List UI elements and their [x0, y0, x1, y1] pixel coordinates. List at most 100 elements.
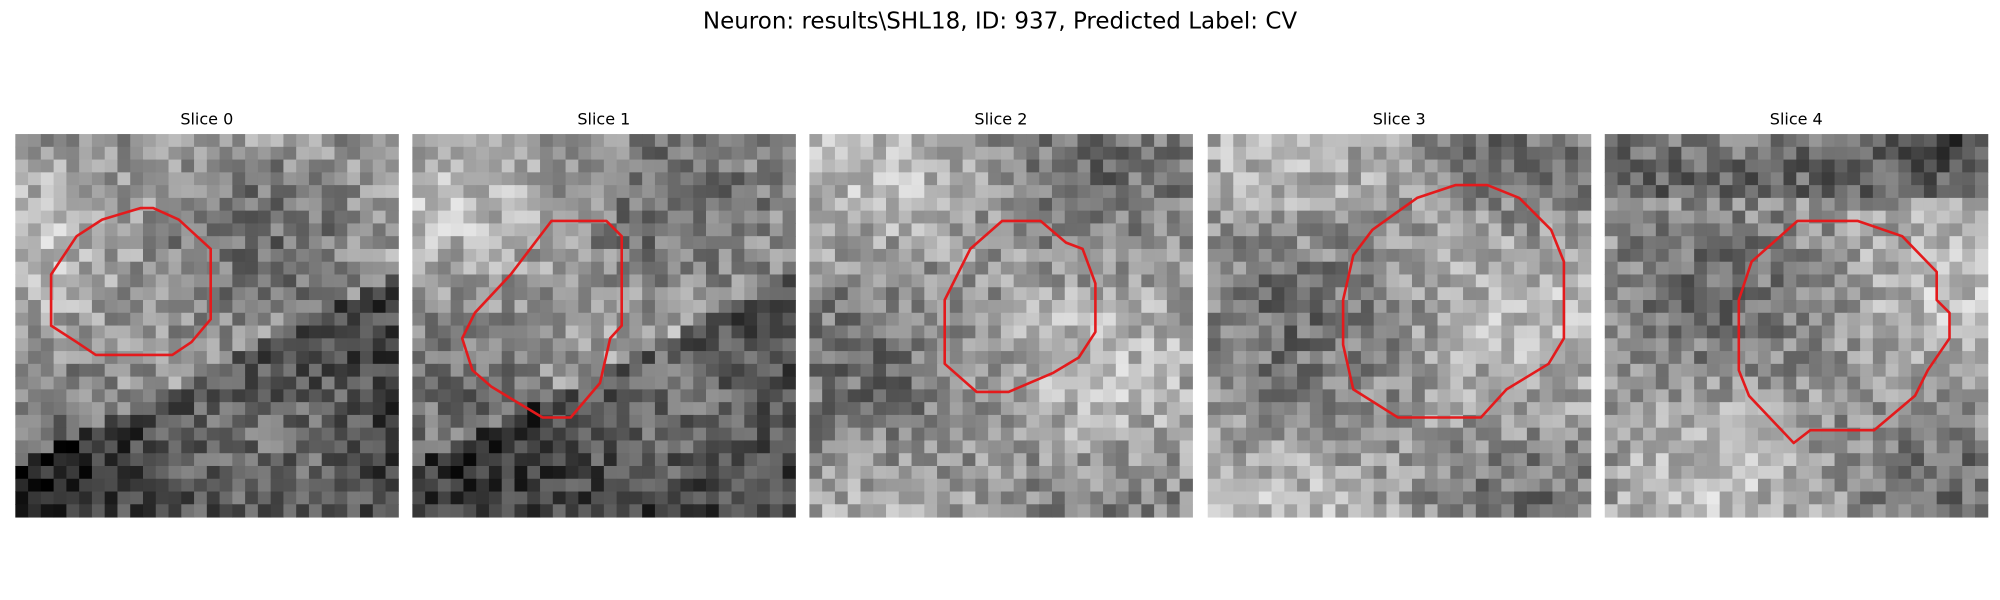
pixel	[1348, 440, 1362, 454]
pixel	[1745, 491, 1759, 505]
pixel	[1322, 389, 1336, 403]
pixel	[104, 325, 118, 339]
pixel	[822, 274, 836, 288]
pixel	[654, 172, 669, 186]
pixel	[1770, 236, 1785, 250]
pixel	[782, 504, 796, 518]
pixel	[1501, 261, 1515, 275]
pixel	[1821, 338, 1836, 352]
pixel	[782, 453, 796, 467]
pixel	[1898, 465, 1912, 480]
pixel	[1577, 440, 1592, 454]
pixel	[425, 248, 439, 263]
pixel	[308, 287, 323, 301]
pixel	[591, 414, 605, 429]
pixel	[1207, 248, 1221, 263]
pixel	[667, 223, 681, 237]
pixel	[450, 236, 464, 250]
pixel	[1694, 414, 1708, 429]
pixel	[1821, 465, 1836, 480]
pixel	[476, 478, 490, 493]
pixel	[1783, 351, 1797, 365]
pixel	[578, 274, 592, 288]
pixel	[1297, 504, 1311, 518]
pixel	[79, 172, 93, 186]
pixel	[1475, 185, 1490, 199]
pixel	[501, 134, 515, 148]
pixel	[809, 146, 823, 161]
pixel	[924, 427, 938, 441]
pixel	[1373, 491, 1387, 505]
pixel	[603, 402, 618, 416]
pixel	[578, 172, 592, 186]
pixel	[1463, 197, 1477, 212]
pixel	[1077, 465, 1091, 480]
pixel	[809, 338, 823, 352]
pixel	[219, 453, 233, 467]
pixel	[232, 402, 246, 416]
pixel	[1860, 223, 1874, 237]
pixel	[1936, 504, 1950, 518]
pixel	[1271, 172, 1285, 186]
pixel	[873, 312, 887, 327]
pixel	[1732, 134, 1746, 148]
pixel	[629, 402, 643, 416]
pixel	[1630, 223, 1644, 237]
pixel	[1847, 159, 1861, 173]
pixel	[1026, 325, 1040, 339]
pixel	[937, 491, 951, 505]
pixel	[718, 351, 733, 365]
pixel	[1539, 325, 1553, 339]
pixel	[642, 389, 656, 403]
pixel	[1539, 478, 1553, 493]
pixel	[1179, 312, 1193, 327]
pixel	[1309, 287, 1324, 301]
pixel	[1246, 325, 1260, 339]
pixel	[476, 363, 490, 378]
pixel	[1271, 414, 1285, 429]
pixel	[1360, 300, 1375, 314]
pixel	[1719, 274, 1733, 288]
pixel	[1949, 236, 1963, 250]
pixel	[1655, 389, 1670, 403]
pixel	[616, 351, 630, 365]
pixel	[642, 210, 656, 224]
pixel	[1694, 389, 1708, 403]
pixel	[488, 248, 503, 263]
pixel	[975, 325, 989, 339]
pixel	[1450, 338, 1464, 352]
pixel	[693, 197, 707, 212]
pixel	[219, 312, 233, 327]
pixel	[1090, 491, 1104, 505]
pixel	[782, 274, 796, 288]
pixel	[501, 465, 515, 480]
pixel	[1475, 376, 1490, 390]
pixel	[360, 197, 374, 212]
pixel	[425, 504, 439, 518]
pixel	[66, 491, 80, 505]
pixel	[1179, 274, 1193, 288]
pixel	[693, 478, 707, 493]
pixel	[1898, 427, 1912, 441]
pixel	[91, 363, 106, 378]
pixel	[718, 325, 733, 339]
pixel	[1809, 300, 1823, 314]
pixel	[1154, 236, 1168, 250]
pixel	[693, 440, 707, 454]
pixel	[1655, 185, 1670, 199]
pixel	[1617, 300, 1631, 314]
pixel	[847, 414, 861, 429]
pixel	[1681, 325, 1695, 339]
pixel	[372, 389, 387, 403]
pixel	[847, 402, 861, 416]
pixel	[206, 427, 221, 441]
pixel	[1179, 376, 1193, 390]
pixel	[206, 287, 221, 301]
pixel	[1000, 146, 1015, 161]
pixel	[642, 185, 656, 199]
pixel	[15, 427, 29, 441]
pixel	[40, 453, 55, 467]
pixel	[1141, 274, 1155, 288]
pixel	[591, 300, 605, 314]
